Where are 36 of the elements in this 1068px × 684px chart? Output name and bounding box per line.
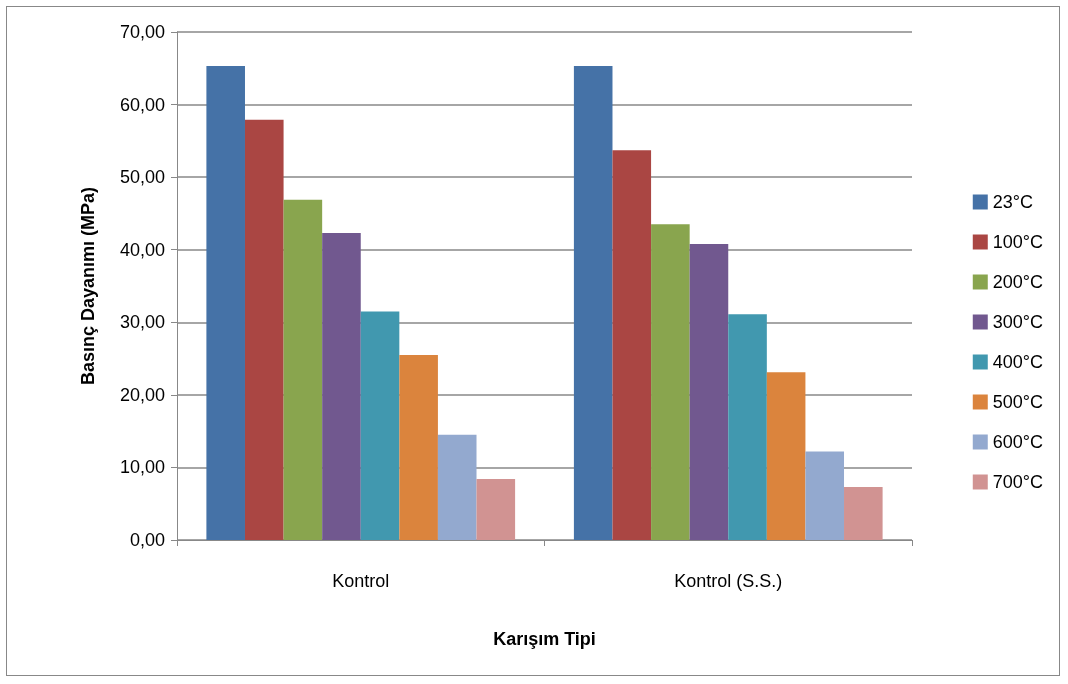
legend-label: 23°C bbox=[992, 192, 1033, 212]
y-tick-label: 40,00 bbox=[119, 239, 165, 260]
legend-label: 700°C bbox=[992, 472, 1043, 492]
bar bbox=[206, 66, 245, 540]
bar bbox=[689, 243, 729, 540]
y-tick-label: 30,00 bbox=[119, 312, 165, 333]
bar bbox=[844, 487, 883, 540]
legend-label: 100°C bbox=[992, 232, 1043, 252]
y-tick-label: 20,00 bbox=[119, 384, 165, 405]
bar bbox=[360, 311, 400, 540]
bar bbox=[766, 372, 806, 540]
bar bbox=[244, 119, 284, 540]
bar bbox=[728, 314, 767, 540]
y-axis-title: Basınç Dayanımı (MPa) bbox=[78, 186, 98, 386]
x-axis-title: Karışım Tipi bbox=[493, 629, 596, 649]
legend-label: 600°C bbox=[992, 432, 1043, 452]
y-tick-label: 50,00 bbox=[119, 167, 165, 188]
y-tick-label: 10,00 bbox=[119, 457, 165, 478]
y-tick-label: 60,00 bbox=[119, 94, 165, 115]
bar bbox=[805, 451, 845, 540]
y-tick-label: 0,00 bbox=[129, 530, 165, 550]
x-tick-label: Kontrol (S.S.) bbox=[674, 571, 783, 591]
bar bbox=[651, 224, 690, 540]
bar bbox=[476, 479, 516, 540]
legend-label: 200°C bbox=[992, 272, 1043, 292]
bar bbox=[573, 66, 613, 540]
y-tick-label: 70,00 bbox=[119, 22, 165, 42]
bar bbox=[322, 233, 361, 540]
legend-label: 300°C bbox=[992, 312, 1043, 332]
legend-label: 400°C bbox=[992, 352, 1043, 372]
x-tick-label: Kontrol bbox=[332, 571, 390, 591]
bar bbox=[437, 434, 477, 540]
legend-label: 500°C bbox=[992, 392, 1043, 412]
bar bbox=[612, 150, 652, 540]
bar bbox=[399, 354, 438, 540]
bar bbox=[283, 199, 323, 540]
